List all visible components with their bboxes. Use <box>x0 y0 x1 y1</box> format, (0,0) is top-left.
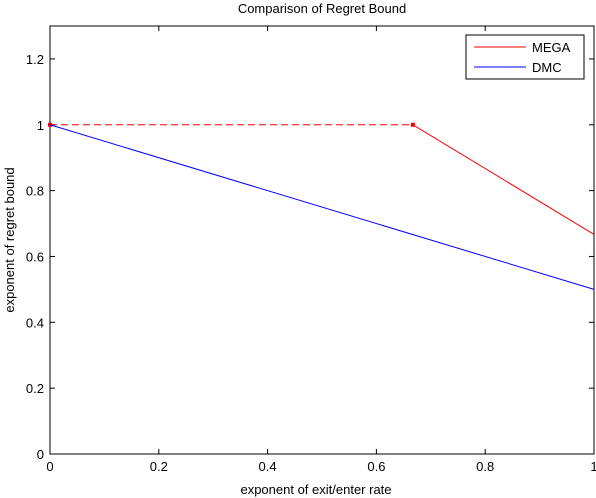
y-tick-label: 0.4 <box>26 315 44 330</box>
data-point-mega <box>410 122 415 127</box>
series-line-dmc-solid <box>49 124 595 290</box>
y-tick-label: 0.2 <box>26 381 44 396</box>
x-axis-label: exponent of exit/enter rate <box>240 482 391 497</box>
chart-title: Comparison of Regret Bound <box>238 1 406 16</box>
x-tick-label: 1 <box>590 459 596 474</box>
x-tick-label: 0.8 <box>476 459 494 474</box>
x-tick-label: 0 <box>46 459 53 474</box>
y-tick-label: 0.6 <box>26 249 44 264</box>
series-layer <box>48 122 595 290</box>
legend-label-mega: MEGA <box>532 40 571 55</box>
legend: MEGA DMC <box>465 34 585 80</box>
y-tick-label: 0.8 <box>26 184 44 199</box>
x-tick-label: 0.2 <box>150 459 168 474</box>
y-tick-label: 1 <box>37 118 44 133</box>
y-tick-label: 1.2 <box>26 52 44 67</box>
axis-ticks: 0 0.2 0.4 0.6 0.8 1 0 0.2 0.4 0.6 0.8 1 1.2 <box>26 26 596 474</box>
series-line-mega-solid <box>412 124 595 235</box>
y-axis-label: exponent of regret bound <box>2 167 17 312</box>
plot-area <box>49 25 595 455</box>
y-tick-label: 0 <box>37 447 44 462</box>
x-tick-label: 0.6 <box>367 459 385 474</box>
legend-label-dmc: DMC <box>532 60 562 75</box>
x-tick-label: 0.4 <box>259 459 277 474</box>
legend-box <box>465 34 585 80</box>
